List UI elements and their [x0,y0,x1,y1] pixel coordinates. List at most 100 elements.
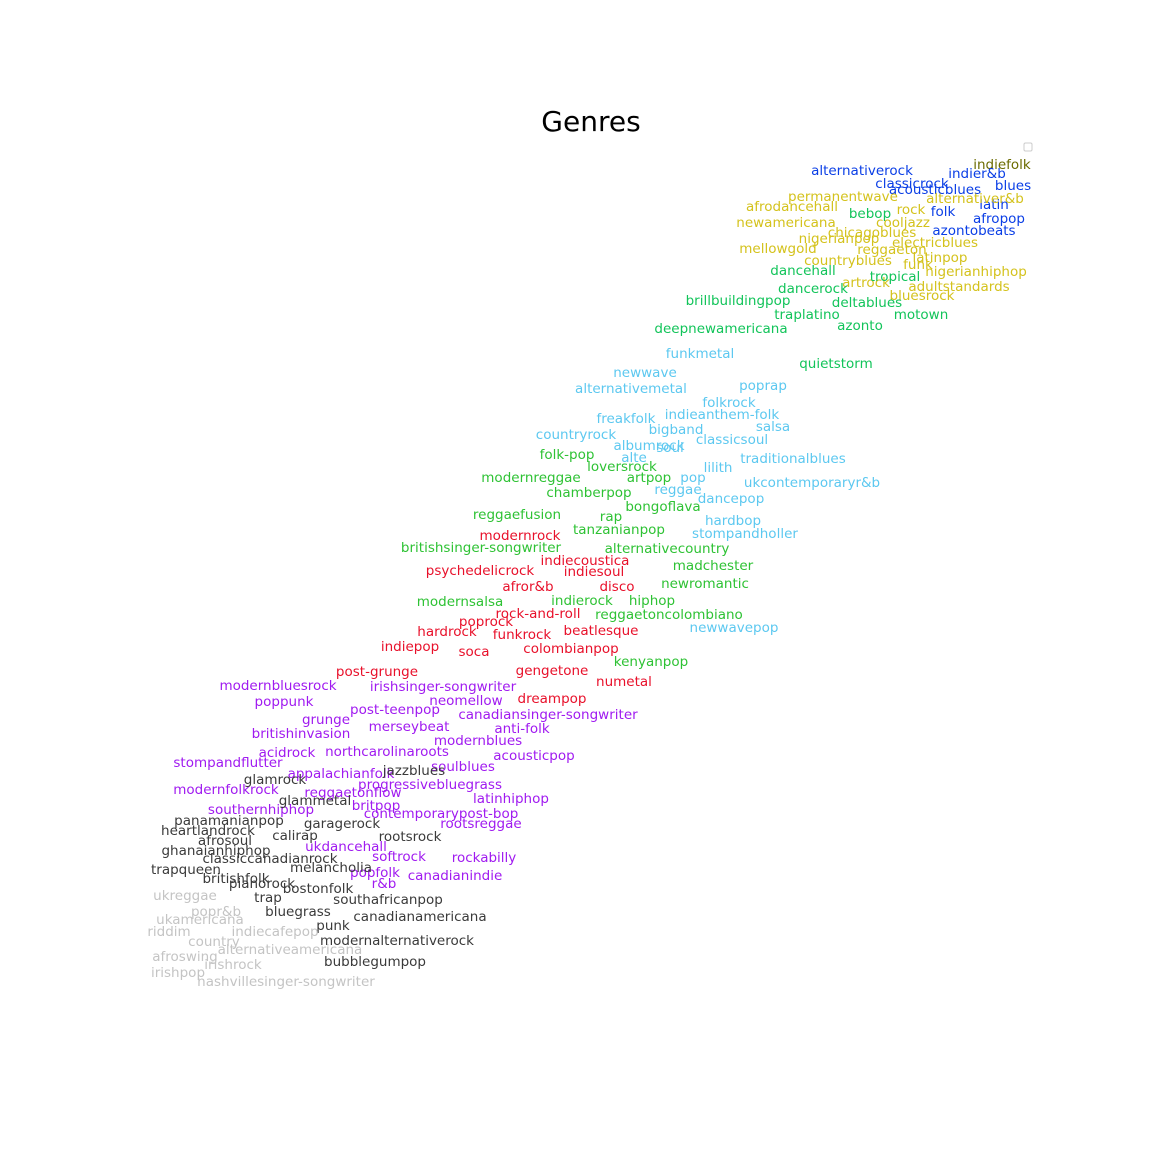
genre-label: traditionalblues [740,451,846,467]
genre-label: bubblegumpop [324,954,426,970]
cluster-8: jazzblues glamrock glammetal panamanianpop g… [151,763,487,970]
genre-label: chamberpop [546,485,631,501]
genre-label: countryblues [804,253,892,269]
genre-label: heartlandrock [161,823,255,839]
genre-label: modernsalsa [417,594,504,610]
genre-label: funkrock [493,627,552,643]
genre-label: lilith [704,460,733,476]
genre-label: irishrock [204,957,262,973]
genre-label: anti-folk [494,721,550,737]
genre-label: deltablues [832,295,902,311]
genre-label: traplatino [774,307,840,323]
genre-label: acousticpop [493,748,574,764]
genre-label: numetal [596,674,652,690]
genre-label: britishfolk [202,871,269,887]
genre-label: modernalternativerock [320,933,474,949]
genre-label: britishsinger-songwriter [401,540,562,556]
genre-label: bluesrock [890,288,955,304]
genre-label: ukamericana [156,912,244,928]
genre-label: dreampop [518,691,587,707]
genre-label: modernblues [434,733,522,749]
genre-label: adultstandards [908,279,1009,295]
genre-label: neomellow [429,693,502,709]
genre-label: popfolk [350,865,400,881]
genre-label: brillbuildingpop [686,293,791,309]
genre-label: reggaefusion [473,507,561,523]
genre-label: freakfolk [597,411,656,427]
genre-label: rootsrock [379,829,442,845]
genre-label: ukdancehall [305,839,387,855]
genre-label: modernrock [480,528,561,544]
genre-label: popr&b [191,904,241,920]
genre-label: salsa [756,419,790,435]
genre-label: pop [680,470,705,486]
genre-label: countryrock [536,427,617,443]
genre-label: acidrock [259,745,316,761]
genre-label: stompandflutter [173,755,283,771]
genre-label: azontobeats [932,223,1015,239]
legend [1023,142,1033,152]
genre-label: dancepop [698,491,765,507]
genre-label: beatlesque [564,623,639,639]
genre-label: disco [599,579,634,595]
genre-label: trapqueen [151,862,221,878]
genre-label: newamericana [736,215,835,231]
genre-label: nigerianhiphop [925,264,1027,280]
genre-label: electricblues [892,235,978,251]
genre-label: contemporarypost-bop [364,806,519,822]
genre-label: rootsreggae [440,816,521,832]
genre-label: alternativer&b [926,191,1024,207]
genre-label: country [188,934,240,950]
genre-label: rockabilly [452,850,517,866]
chart-title: Genres [541,105,640,138]
genre-label: soulblues [431,759,495,775]
genre-label: modernreggae [481,470,580,486]
genre-label: latin [979,197,1009,213]
genre-label: britishinvasion [252,726,351,742]
genre-label: ukreggae [153,888,217,904]
genre-label: madchester [673,558,754,574]
genre-label: pianorock [229,876,295,892]
genre-label: acousticblues [889,182,981,198]
genre-label: permanentwave [788,189,898,205]
genre-label: soca [459,644,490,660]
legend-frame [1023,142,1033,152]
genre-label: newwavepop [690,620,779,636]
genre-label: stompandholler [692,526,798,542]
genre-label: r&b [372,876,397,892]
genre-label: northcarolinaroots [325,744,449,760]
genre-label: progressivebluegrass [358,777,502,793]
genre-label: indiefolk [973,157,1031,173]
genre-label: panamanianpop [174,813,284,829]
genre-label: azonto [837,318,883,334]
genre-label: southafricanpop [333,892,443,908]
genre-label: afropop [973,211,1025,227]
genre-label: colombianpop [523,641,618,657]
genre-label: reggae [654,482,701,498]
genre-label: folk [931,204,956,220]
genre-label: ukcontemporaryr&b [744,475,880,491]
cluster-7: modernbluesrock irishsinger-songwriter pop… [173,678,638,892]
genre-label: jazzblues [382,763,445,779]
genre-label: cooljazz [876,215,930,231]
genre-label: canadianamericana [353,909,486,925]
genre-label: poprock [459,614,513,630]
genre-label: canadianindie [408,868,503,884]
genre-label: kenyanpop [614,654,688,670]
genre-label: indierock [551,593,613,609]
genre-label: folk-pop [540,447,595,463]
genre-label: modernfolkrock [173,782,279,798]
genre-label: rock-and-roll [496,606,581,622]
genre-label: punk [316,918,350,934]
genre-label: reggaeton [857,242,926,258]
genre-label: southernhiphop [208,802,314,818]
genre-label: irishpop [151,965,205,981]
genre-label: indiesoul [564,564,625,580]
genre-label: afrodancehall [746,199,838,215]
genre-label: bluegrass [265,904,331,920]
